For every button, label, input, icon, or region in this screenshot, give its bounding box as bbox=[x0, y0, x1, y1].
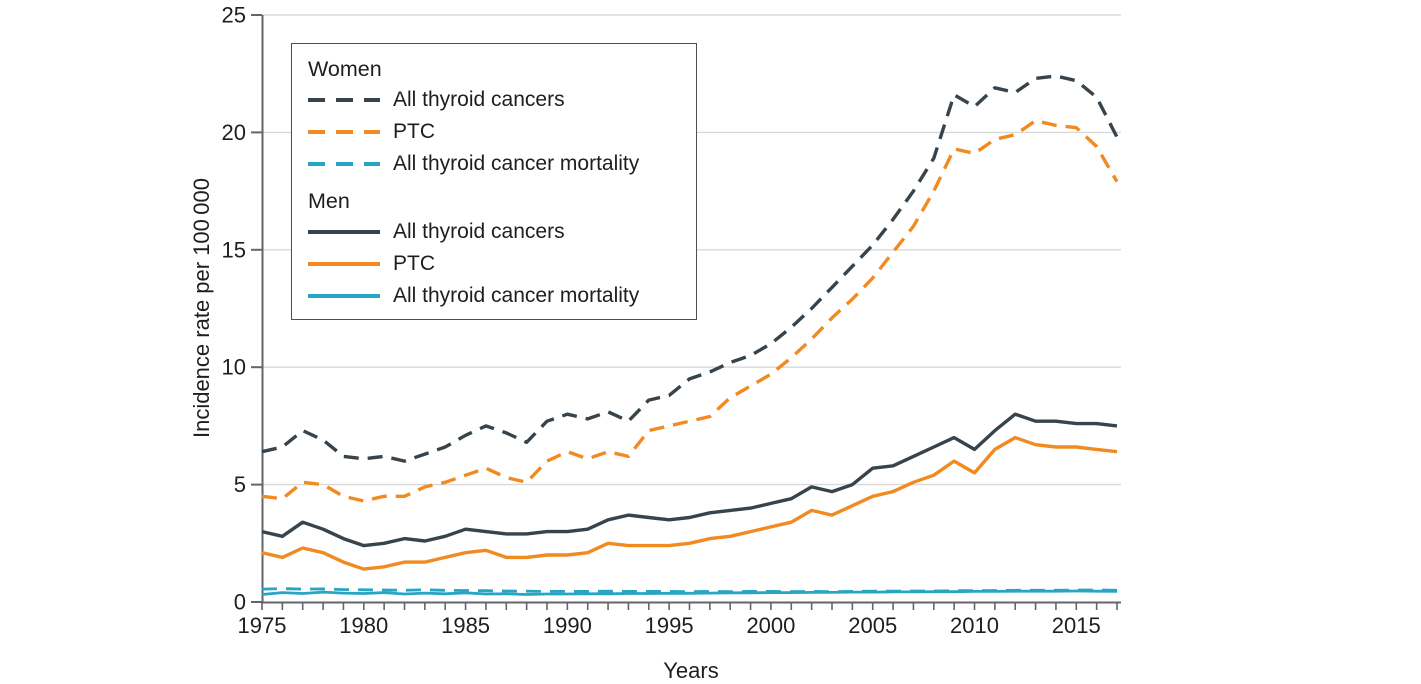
svg-text:15: 15 bbox=[222, 237, 246, 262]
svg-text:5: 5 bbox=[234, 472, 246, 497]
legend-line-sample-men-ptc-icon bbox=[308, 262, 380, 266]
legend-item-women-ptc: PTC bbox=[308, 116, 696, 148]
legend-item-men-ptc: PTC bbox=[308, 248, 696, 280]
legend-line-sample-men-mortality-icon bbox=[308, 294, 380, 298]
x-axis-title: Years bbox=[663, 658, 719, 683]
svg-text:1985: 1985 bbox=[441, 613, 490, 638]
legend-item-label: PTC bbox=[393, 252, 435, 275]
legend-line-sample-women-ptc-icon bbox=[308, 130, 380, 134]
svg-text:10: 10 bbox=[222, 355, 246, 380]
svg-text:1980: 1980 bbox=[339, 613, 388, 638]
legend-item-label: All thyroid cancer mortality bbox=[393, 152, 640, 175]
legend-item-label: PTC bbox=[393, 120, 435, 143]
legend-line-sample-women-mortality-icon bbox=[308, 162, 380, 166]
legend-line-sample-women-all-icon bbox=[308, 98, 380, 102]
legend-item-men-mortality: All thyroid cancer mortality bbox=[308, 280, 696, 312]
svg-text:25: 25 bbox=[222, 3, 246, 28]
svg-text:1975: 1975 bbox=[238, 613, 287, 638]
svg-text:2000: 2000 bbox=[746, 613, 795, 638]
svg-text:1995: 1995 bbox=[645, 613, 694, 638]
svg-text:2015: 2015 bbox=[1052, 613, 1101, 638]
svg-text:1990: 1990 bbox=[543, 613, 592, 638]
svg-text:2005: 2005 bbox=[848, 613, 897, 638]
svg-text:20: 20 bbox=[222, 120, 246, 145]
legend-line-sample-men-all-icon bbox=[308, 230, 380, 234]
legend-item-men-all-thyroid: All thyroid cancers bbox=[308, 216, 696, 248]
legend-item-women-all-thyroid: All thyroid cancers bbox=[308, 84, 696, 116]
legend-item-label: All thyroid cancer mortality bbox=[393, 284, 640, 307]
legend: Women All thyroid cancers PTC All thyroi… bbox=[291, 43, 697, 320]
y-axis-title: Incidence rate per 100 000 bbox=[189, 177, 214, 439]
legend-group-title-women: Women bbox=[308, 57, 382, 81]
legend-item-women-mortality: All thyroid cancer mortality bbox=[308, 148, 696, 180]
legend-item-label: All thyroid cancers bbox=[393, 220, 565, 243]
legend-item-label: All thyroid cancers bbox=[393, 88, 565, 111]
svg-text:2010: 2010 bbox=[950, 613, 999, 638]
svg-text:0: 0 bbox=[234, 590, 246, 615]
legend-group-title-men: Men bbox=[308, 189, 350, 213]
